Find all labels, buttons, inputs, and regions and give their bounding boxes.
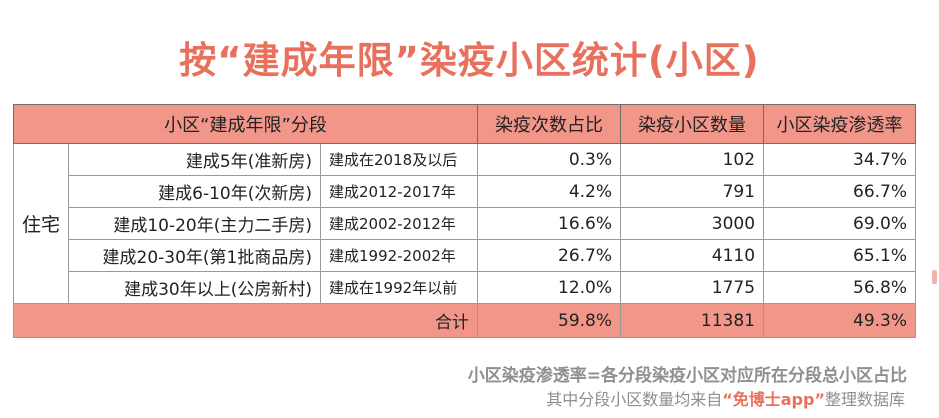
infected-count-cell: 4110	[620, 239, 765, 272]
header-infected-count: 染疫小区数量	[620, 104, 765, 144]
segment-cell: 建成6-10年(次新房)	[68, 175, 322, 208]
infection-share-cell: 4.2%	[477, 175, 622, 208]
edge-mark	[932, 270, 937, 284]
header-penetration: 小区染疫渗透率	[763, 104, 917, 144]
total-infected-count: 11381	[620, 303, 765, 338]
footnote-source: 其中分段小区数量均来自“免博士app”整理数据库	[546, 386, 905, 410]
infection-share-cell: 26.7%	[477, 239, 622, 272]
footnote-definition: 小区染疫渗透率=各分段染疫小区对应所在分段总小区占比	[467, 366, 907, 386]
table-row: 住宅 建成5年(准新房) 建成在2018及以后 0.3% 102 34.7%	[12, 143, 917, 304]
total-infection-share: 59.8%	[477, 303, 622, 338]
total-penetration: 49.3%	[763, 303, 917, 338]
segment-cell: 建成5年(准新房)	[68, 143, 322, 176]
segment-cell: 建成30年以上(公房新村)	[68, 271, 322, 304]
infected-count-cell: 3000	[620, 207, 765, 240]
statistics-table: 小区“建成年限”分段 染疫次数占比 染疫小区数量 小区染疫渗透率 住宅 建成5年…	[12, 104, 917, 338]
table-header-row: 小区“建成年限”分段 染疫次数占比 染疫小区数量 小区染疫渗透率	[12, 104, 917, 144]
table-row: 建成30年以上(公房新村) 建成在1992年以前 12.0% 1775 56.8…	[14, 271, 917, 304]
footnote-source-app: “免博士app”	[722, 390, 825, 409]
infection-share-cell: 12.0%	[477, 271, 622, 304]
segment-cell: 建成10-20年(主力二手房)	[68, 207, 322, 240]
infected-count-cell: 102	[620, 143, 765, 176]
penetration-cell: 65.1%	[763, 239, 917, 272]
infected-count-cell: 791	[620, 175, 765, 208]
table-row: 建成10-20年(主力二手房) 建成2002-2012年 16.6% 3000 …	[14, 207, 917, 240]
penetration-cell: 56.8%	[763, 271, 917, 304]
penetration-cell: 66.7%	[763, 175, 917, 208]
table-row: 建成6-10年(次新房) 建成2012-2017年 4.2% 791 66.7%	[14, 175, 917, 208]
header-infection-share: 染疫次数占比	[477, 104, 622, 144]
header-segment: 小区“建成年限”分段	[12, 104, 479, 144]
segment-cell: 建成20-30年(第1批商品房)	[68, 239, 322, 272]
footnote-source-suffix: 整理数据库	[824, 390, 905, 409]
footnote-source-prefix: 其中分段小区数量均来自	[546, 390, 723, 409]
built-years-cell: 建成在2018及以后	[320, 143, 479, 176]
infection-share-cell: 16.6%	[477, 207, 622, 240]
built-years-cell: 建成在1992年以前	[320, 271, 479, 304]
group-label: 住宅	[12, 143, 70, 304]
total-row: 合计 59.8% 11381 49.3%	[12, 303, 917, 338]
total-label: 合计	[12, 303, 479, 338]
built-years-cell: 建成1992-2002年	[320, 239, 479, 272]
built-years-cell: 建成2002-2012年	[320, 207, 479, 240]
infected-count-cell: 1775	[620, 271, 765, 304]
table-row: 建成20-30年(第1批商品房) 建成1992-2002年 26.7% 4110…	[14, 239, 917, 272]
page-title: 按“建成年限”染疫小区统计(小区)	[179, 39, 760, 82]
built-years-cell: 建成2012-2017年	[320, 175, 479, 208]
infection-share-cell: 0.3%	[477, 143, 622, 176]
penetration-cell: 69.0%	[763, 207, 917, 240]
penetration-cell: 34.7%	[763, 143, 917, 176]
